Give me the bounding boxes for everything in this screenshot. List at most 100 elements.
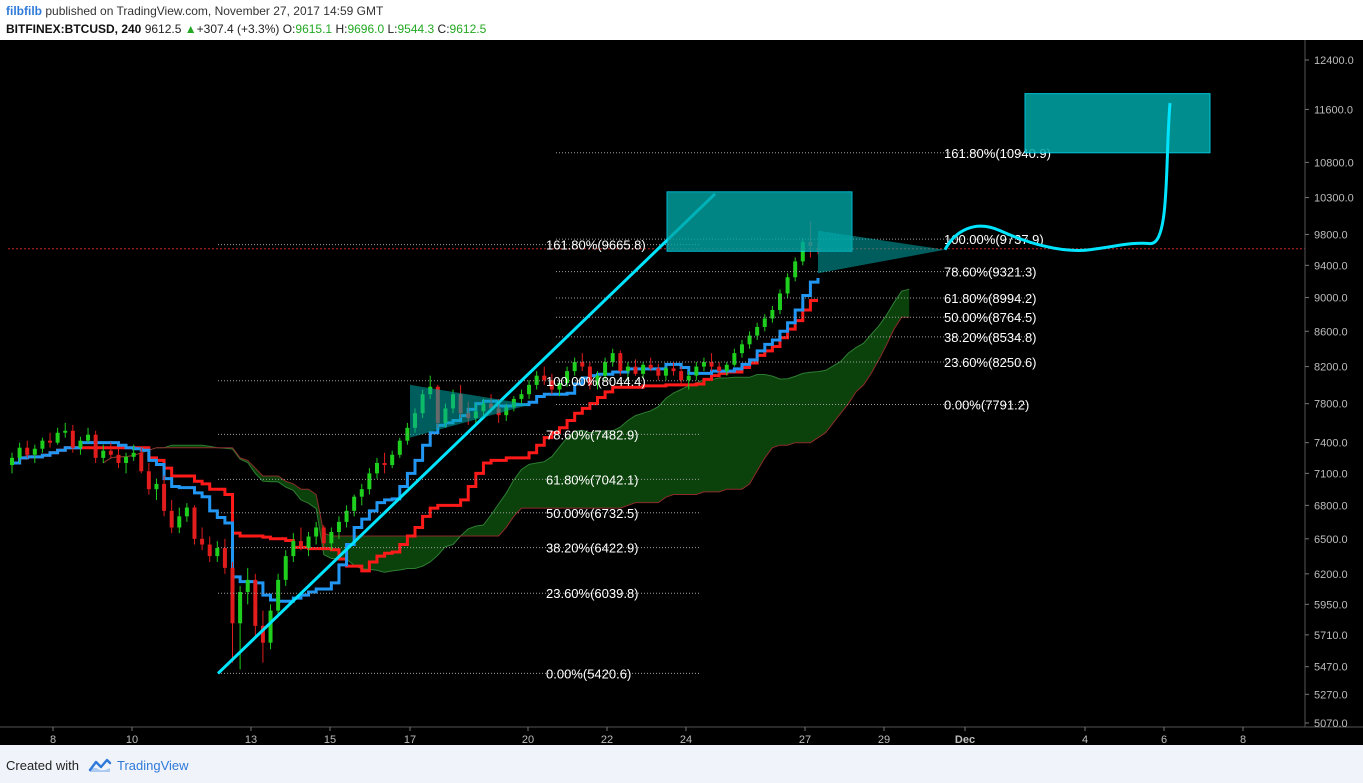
x-tick-label: 10 <box>126 734 138 745</box>
candle-body <box>321 527 326 544</box>
candle-body <box>336 521 341 533</box>
candle-body <box>785 277 790 294</box>
y-tick-label: 11600.0 <box>1314 104 1353 116</box>
candle-body <box>260 625 265 643</box>
y-tick-label: 9400.0 <box>1314 260 1348 272</box>
high-value: 9696.0 <box>347 22 385 36</box>
candle-body <box>222 547 227 568</box>
x-tick-label: 4 <box>1082 734 1088 745</box>
y-tick-label: 7400.0 <box>1314 438 1348 450</box>
candle-body <box>625 366 630 372</box>
candle-body <box>329 532 334 544</box>
candle-body <box>200 538 205 545</box>
y-tick-label: 7800.0 <box>1314 399 1348 411</box>
candle-body <box>641 364 646 374</box>
candle-body <box>603 362 608 376</box>
fib-level-label: 61.80%(8994.2) <box>944 291 1037 306</box>
y-tick-label: 7100.0 <box>1314 468 1348 480</box>
target-box-2 <box>1024 93 1211 154</box>
price-chart[interactable]: 161.80%(9665.8) 100.00%(8044.4) 78.60%(748… <box>0 40 1363 746</box>
candle-body <box>701 362 706 367</box>
candle-body <box>770 310 775 319</box>
candle-body <box>192 507 197 539</box>
projection-curve <box>943 102 1172 252</box>
low-label: L: <box>387 22 398 36</box>
x-tick-label: 8 <box>50 734 56 745</box>
y-tick-label: 10800.0 <box>1314 157 1354 169</box>
candle-body <box>207 544 212 557</box>
candle-body <box>534 375 539 385</box>
high-label: H: <box>335 22 348 36</box>
symbol-label: BITFINEX:BTCUSD, 240 <box>6 22 142 36</box>
candle-body <box>298 541 303 548</box>
candle-body <box>108 450 113 455</box>
y-tick-label: 5070.0 <box>1314 718 1348 730</box>
x-tick-label: 20 <box>522 734 534 745</box>
x-tick-label: 13 <box>245 734 257 745</box>
conversion-line <box>12 278 820 603</box>
candle-body <box>352 496 357 511</box>
y-tick-label: 5710.0 <box>1314 630 1348 642</box>
tradingview-brand[interactable]: TradingView <box>117 758 189 773</box>
candle-body <box>78 440 83 448</box>
candle-body <box>671 368 676 372</box>
candle-body <box>17 447 22 458</box>
y-tick-label: 5270.0 <box>1314 689 1348 701</box>
fib-level-label: 100.00%(9737.9) <box>944 232 1044 247</box>
candle-body <box>55 432 60 443</box>
axes-layer: 12400.0 11600.0 10800.0 10300.0 9800.0 9400.0… <box>0 40 1363 746</box>
candle-body <box>184 507 189 517</box>
candle-body <box>587 366 592 385</box>
symbol-info: BITFINEX:BTCUSD, 240 9612.5 ▲+307.4 (+3.… <box>6 22 486 36</box>
x-tick-label: 24 <box>680 734 692 745</box>
open-label: O: <box>282 22 296 36</box>
candle-body <box>724 364 729 372</box>
candle-body <box>732 353 737 365</box>
ichimoku-span-b <box>102 316 910 537</box>
x-tick-label: 6 <box>1161 734 1167 745</box>
y-tick-label: 6500.0 <box>1314 534 1348 546</box>
candle-body <box>116 454 121 463</box>
candle-body <box>32 448 37 455</box>
candle-body <box>762 318 767 327</box>
candle-body <box>367 473 372 490</box>
candle-body <box>283 556 288 580</box>
candle-body <box>390 454 395 466</box>
candle-body <box>519 394 524 399</box>
y-tick-label: 6800.0 <box>1314 500 1348 512</box>
fib-level-label: 23.60%(6039.8) <box>546 586 639 601</box>
y-tick-label: 5470.0 <box>1314 662 1348 674</box>
base-line <box>12 298 818 573</box>
candle-body <box>101 450 106 458</box>
author-name[interactable]: filbfilb <box>6 4 42 18</box>
candle-body <box>215 547 220 557</box>
x-tick-label: 27 <box>799 734 811 745</box>
candle-body <box>527 384 532 395</box>
candle-body <box>542 375 547 381</box>
x-tick-label: 15 <box>324 734 336 745</box>
candle-body <box>63 430 68 433</box>
published-text: published on TradingView.com, November 2… <box>45 4 384 18</box>
candle-body <box>268 610 273 643</box>
candle-body <box>633 366 638 374</box>
candle-body <box>124 456 129 463</box>
candle-body <box>238 591 243 624</box>
candle-body <box>618 353 623 372</box>
x-tick-label: 8 <box>1240 734 1246 745</box>
fib-level-label: 78.60%(9321.3) <box>944 265 1037 280</box>
chart-area[interactable]: 161.80%(9665.8) 100.00%(8044.4) 78.60%(748… <box>0 40 1363 746</box>
candle-body <box>610 353 615 363</box>
fib-level-label: 161.80%(10940.9) <box>944 146 1051 161</box>
candle-body <box>557 383 562 390</box>
candle-body <box>154 483 159 490</box>
candle-body <box>230 567 235 624</box>
candle-body <box>93 434 98 458</box>
tradingview-logo-icon[interactable] <box>88 757 112 776</box>
drawings-layer <box>216 93 1211 675</box>
candle-body <box>169 510 174 528</box>
ichimoku-span-a <box>102 288 910 573</box>
x-tick-label: Dec <box>955 734 975 745</box>
candle-body <box>139 452 144 472</box>
low-value: 9544.3 <box>397 22 435 36</box>
candle-body <box>177 516 182 528</box>
